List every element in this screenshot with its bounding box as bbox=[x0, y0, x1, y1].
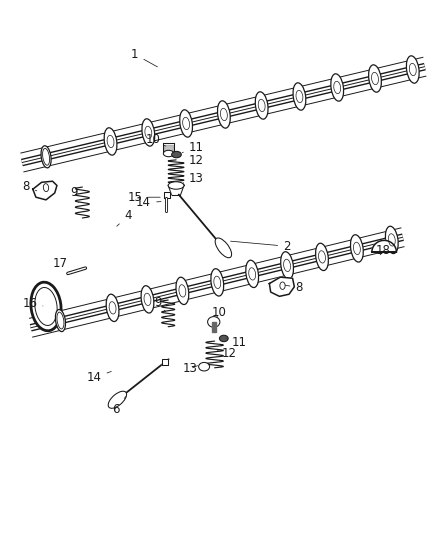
Ellipse shape bbox=[211, 269, 224, 296]
Ellipse shape bbox=[249, 268, 256, 280]
Ellipse shape bbox=[220, 108, 227, 120]
Ellipse shape bbox=[179, 285, 186, 297]
Ellipse shape bbox=[219, 335, 228, 342]
Ellipse shape bbox=[284, 259, 290, 271]
Ellipse shape bbox=[296, 90, 303, 103]
Ellipse shape bbox=[208, 317, 220, 327]
Text: 11: 11 bbox=[226, 336, 247, 349]
Ellipse shape bbox=[163, 150, 174, 157]
Text: 12: 12 bbox=[182, 155, 204, 167]
Ellipse shape bbox=[42, 148, 49, 165]
Ellipse shape bbox=[218, 101, 230, 128]
Text: 11: 11 bbox=[182, 141, 204, 154]
Ellipse shape bbox=[172, 151, 181, 158]
Ellipse shape bbox=[334, 82, 341, 94]
Ellipse shape bbox=[180, 110, 193, 137]
Ellipse shape bbox=[144, 293, 151, 305]
Polygon shape bbox=[162, 359, 168, 365]
Ellipse shape bbox=[258, 99, 265, 111]
Text: 10: 10 bbox=[146, 133, 166, 146]
Ellipse shape bbox=[350, 235, 363, 262]
Text: 18: 18 bbox=[376, 244, 391, 257]
Polygon shape bbox=[33, 181, 57, 200]
Ellipse shape bbox=[353, 242, 360, 255]
Ellipse shape bbox=[199, 362, 209, 371]
Text: 8: 8 bbox=[285, 281, 303, 294]
Ellipse shape bbox=[318, 251, 325, 263]
Ellipse shape bbox=[168, 182, 184, 189]
Ellipse shape bbox=[109, 302, 116, 314]
Text: 2: 2 bbox=[230, 240, 291, 253]
Polygon shape bbox=[164, 145, 173, 152]
Ellipse shape bbox=[410, 63, 416, 76]
Polygon shape bbox=[372, 240, 396, 252]
Text: 13: 13 bbox=[183, 172, 204, 185]
Ellipse shape bbox=[106, 294, 119, 321]
Text: 1: 1 bbox=[131, 48, 157, 67]
Ellipse shape bbox=[385, 226, 398, 254]
Ellipse shape bbox=[281, 252, 293, 279]
Ellipse shape bbox=[246, 260, 258, 287]
Ellipse shape bbox=[35, 287, 57, 326]
Ellipse shape bbox=[142, 119, 155, 146]
Polygon shape bbox=[212, 322, 216, 332]
Ellipse shape bbox=[214, 276, 221, 288]
Ellipse shape bbox=[176, 277, 189, 304]
Text: 6: 6 bbox=[112, 397, 126, 416]
Ellipse shape bbox=[41, 146, 51, 168]
Ellipse shape bbox=[43, 184, 49, 191]
Ellipse shape bbox=[293, 83, 306, 110]
Ellipse shape bbox=[31, 282, 61, 331]
Text: 12: 12 bbox=[217, 347, 237, 360]
Ellipse shape bbox=[331, 74, 344, 101]
Text: 4: 4 bbox=[117, 209, 132, 226]
Text: 16: 16 bbox=[22, 297, 43, 310]
Ellipse shape bbox=[315, 243, 328, 271]
Ellipse shape bbox=[141, 286, 154, 313]
Ellipse shape bbox=[389, 234, 395, 246]
Ellipse shape bbox=[57, 312, 64, 329]
Text: 17: 17 bbox=[53, 257, 71, 272]
Text: 9: 9 bbox=[154, 296, 166, 312]
Ellipse shape bbox=[183, 117, 190, 130]
Polygon shape bbox=[168, 185, 184, 195]
Text: 14: 14 bbox=[87, 372, 111, 384]
Ellipse shape bbox=[369, 65, 381, 92]
Text: 15: 15 bbox=[127, 191, 160, 204]
Ellipse shape bbox=[145, 126, 152, 139]
Text: 14: 14 bbox=[136, 196, 161, 209]
Ellipse shape bbox=[107, 135, 114, 148]
Polygon shape bbox=[164, 192, 170, 198]
Ellipse shape bbox=[215, 238, 232, 258]
Ellipse shape bbox=[406, 56, 419, 83]
Ellipse shape bbox=[104, 128, 117, 155]
Text: 8: 8 bbox=[23, 180, 37, 193]
Text: 10: 10 bbox=[212, 306, 226, 319]
Ellipse shape bbox=[108, 391, 127, 408]
Text: 13: 13 bbox=[183, 362, 198, 375]
Ellipse shape bbox=[280, 282, 285, 289]
Ellipse shape bbox=[55, 310, 66, 332]
Ellipse shape bbox=[255, 92, 268, 119]
Text: 9: 9 bbox=[70, 187, 79, 203]
Polygon shape bbox=[269, 277, 294, 296]
Ellipse shape bbox=[371, 72, 378, 85]
